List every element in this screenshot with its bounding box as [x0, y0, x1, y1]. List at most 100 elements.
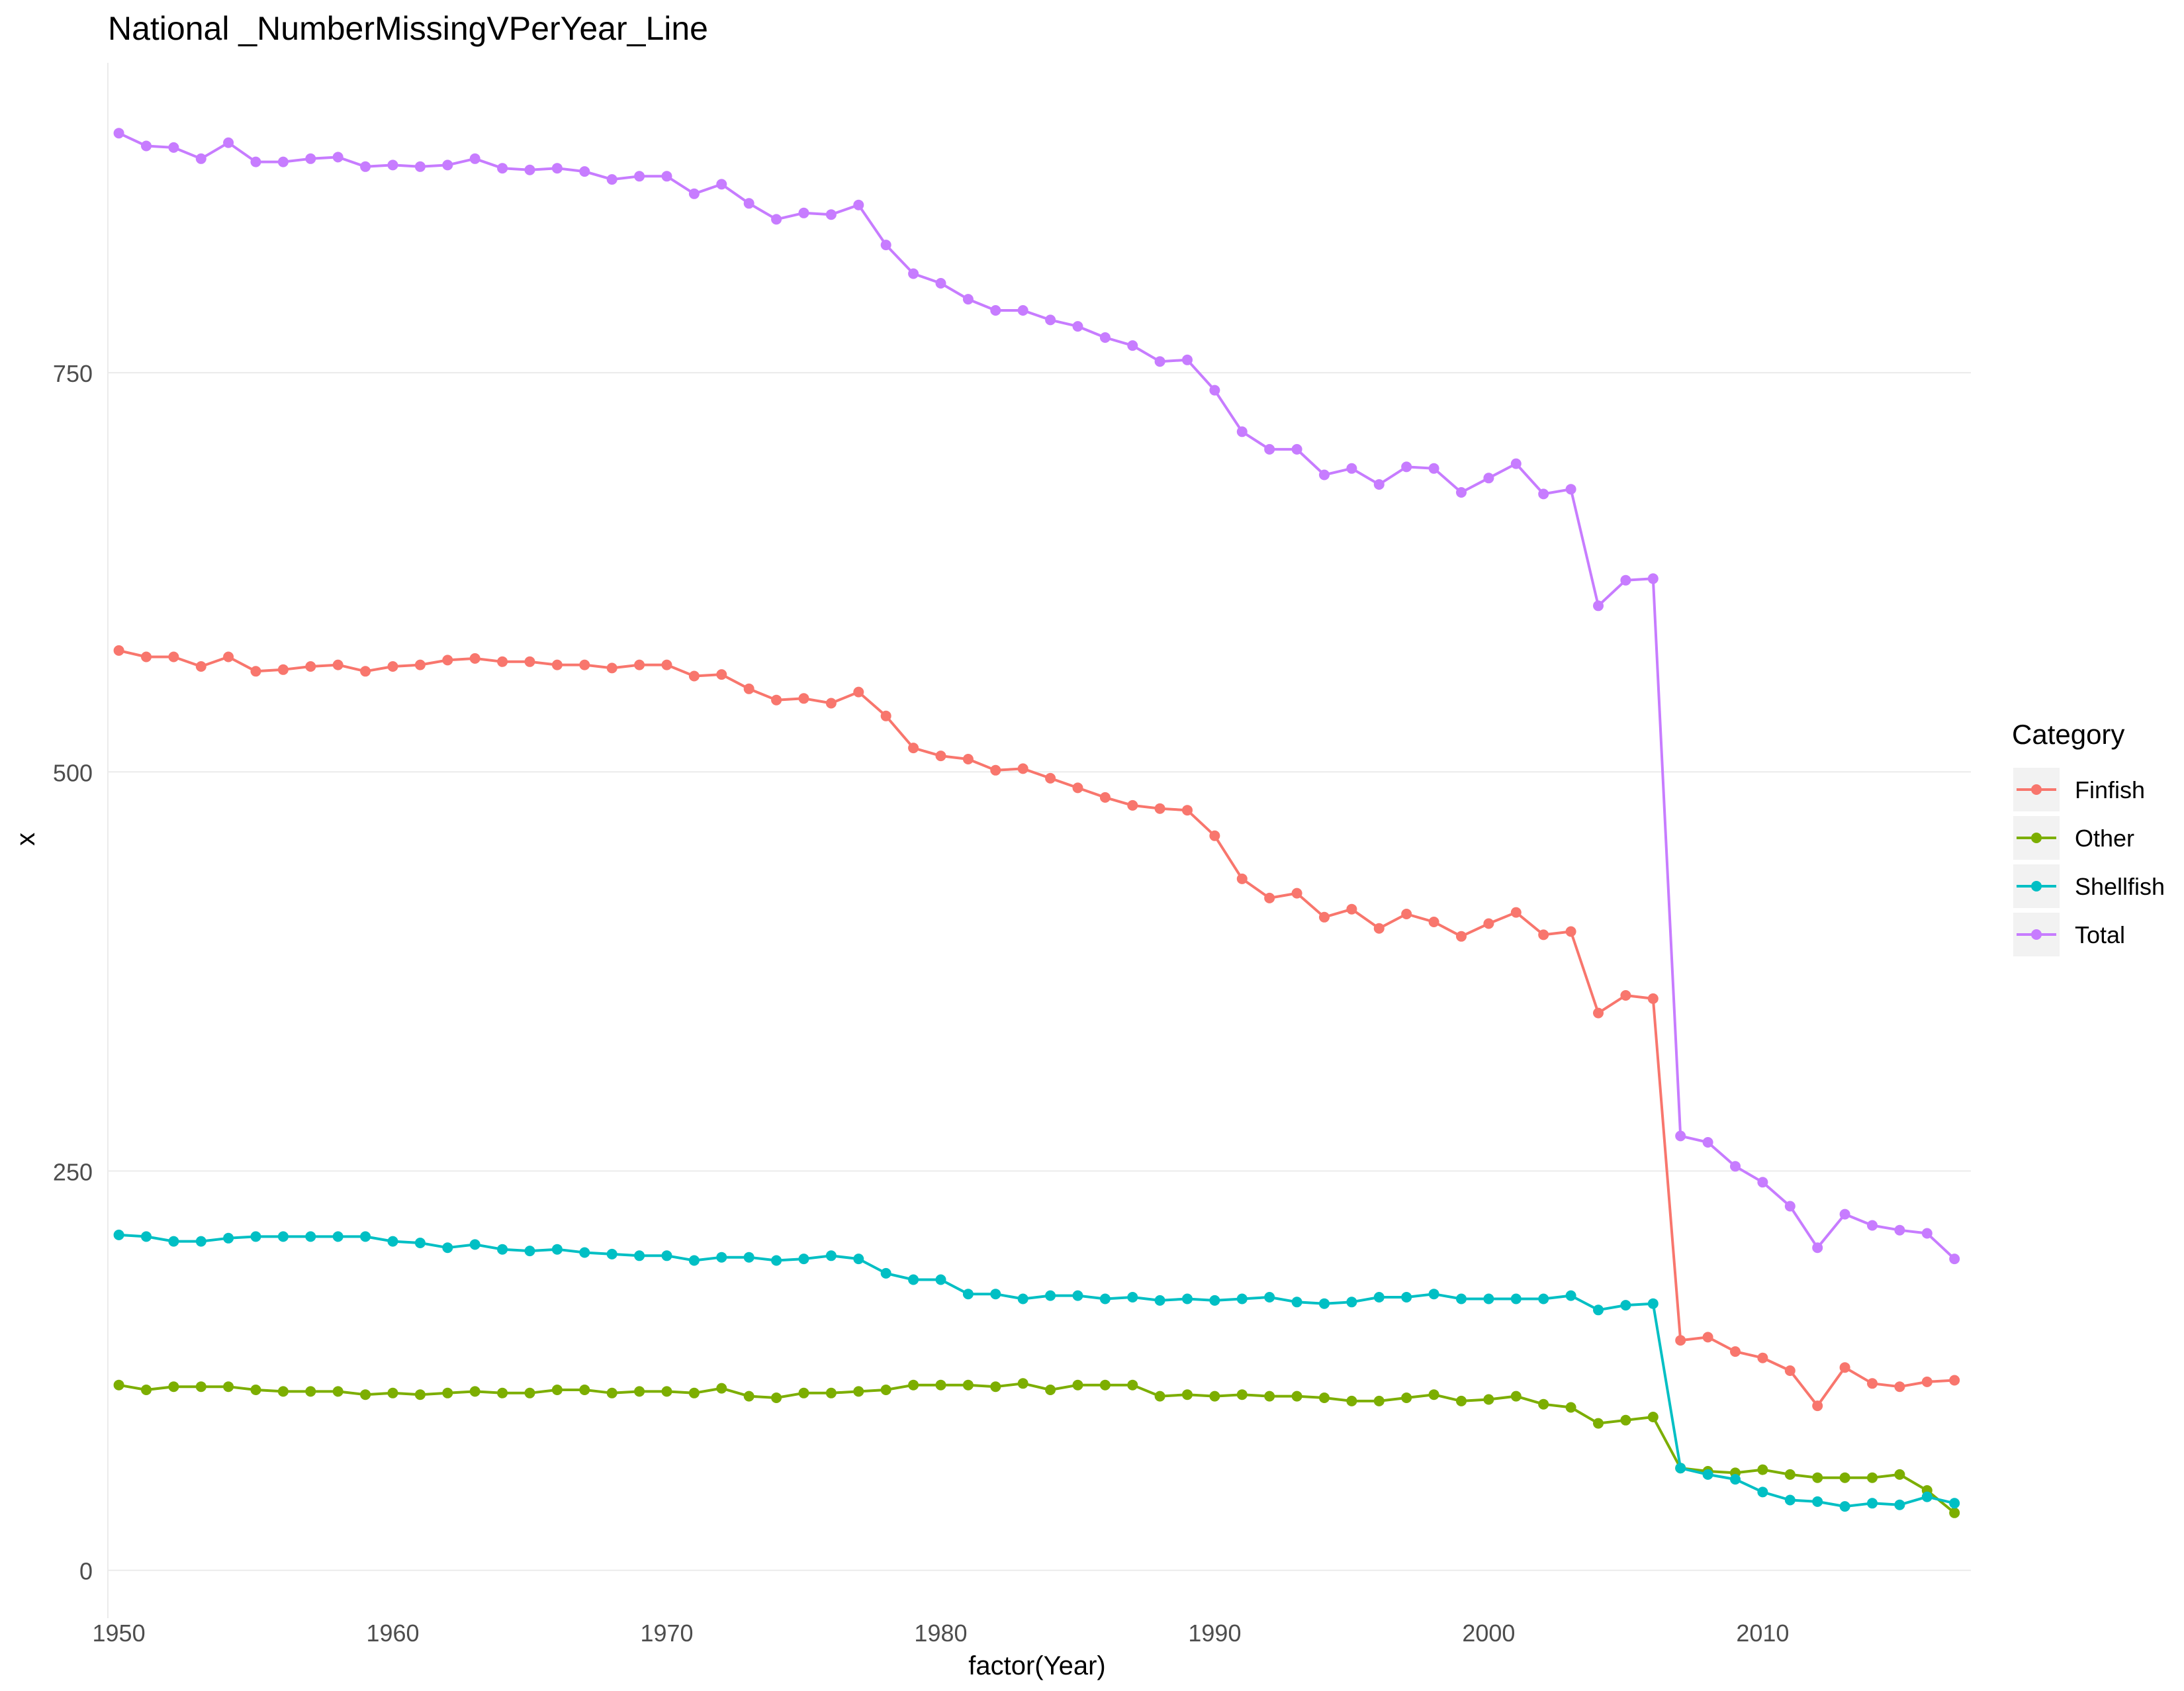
data-point — [1647, 573, 1659, 584]
data-point — [1784, 1469, 1796, 1480]
data-point — [1373, 923, 1385, 934]
y-tick-label: 500 — [53, 759, 93, 786]
data-point — [168, 1381, 179, 1393]
data-point — [606, 174, 617, 185]
data-point — [743, 683, 754, 694]
data-point — [250, 156, 261, 167]
data-point — [1182, 1389, 1193, 1400]
data-point — [250, 666, 261, 677]
data-point — [1593, 1007, 1604, 1019]
data-point — [141, 140, 152, 152]
data-point — [360, 1231, 371, 1242]
data-point — [1867, 1498, 1878, 1509]
grid-lines — [107, 63, 1971, 1618]
data-point — [1647, 993, 1659, 1004]
data-point — [1730, 1346, 1741, 1357]
data-point — [1319, 1298, 1330, 1309]
data-point — [223, 651, 234, 663]
data-point — [716, 179, 727, 190]
data-point — [908, 268, 919, 279]
data-point — [469, 1239, 480, 1250]
data-point — [141, 1385, 152, 1395]
data-point — [1154, 803, 1165, 814]
data-point — [1456, 1293, 1467, 1304]
data-point — [195, 1381, 206, 1393]
data-point — [195, 661, 206, 672]
data-point — [1784, 1494, 1796, 1506]
data-point — [250, 1385, 261, 1395]
data-point — [1154, 1295, 1165, 1306]
data-point — [1483, 918, 1494, 929]
data-point — [524, 1387, 535, 1398]
data-point — [1483, 1394, 1494, 1405]
data-point — [634, 1386, 645, 1397]
data-point — [387, 1236, 398, 1247]
data-point — [743, 1391, 754, 1402]
data-point — [1428, 1389, 1439, 1400]
data-point — [1099, 332, 1111, 343]
data-point — [1867, 1378, 1878, 1389]
data-point — [908, 1274, 919, 1285]
data-point — [1346, 1297, 1357, 1308]
data-point — [990, 1289, 1001, 1300]
legend-key-point — [2031, 881, 2042, 891]
data-point — [1182, 354, 1193, 365]
data-point — [1264, 443, 1275, 455]
x-tick-label: 2000 — [1462, 1620, 1515, 1647]
data-point — [1593, 600, 1604, 612]
data-point — [1154, 356, 1165, 367]
data-point — [853, 686, 864, 698]
data-point — [771, 1255, 782, 1266]
series-line — [118, 649, 1955, 1408]
data-point — [1784, 1365, 1796, 1376]
data-point — [661, 171, 672, 182]
data-point — [880, 1385, 891, 1395]
legend-label: Shellfish — [2075, 873, 2165, 900]
data-point — [935, 278, 946, 289]
data-point — [990, 764, 1001, 776]
data-point — [277, 1231, 289, 1242]
data-point — [661, 659, 672, 670]
data-point — [223, 1232, 234, 1244]
data-point — [1510, 1391, 1522, 1402]
data-point — [1565, 1290, 1576, 1301]
data-point — [277, 1386, 289, 1397]
data-point — [880, 240, 891, 251]
data-point — [497, 1387, 508, 1398]
data-point — [305, 153, 316, 164]
data-point — [387, 1387, 398, 1398]
data-point — [1702, 1332, 1713, 1343]
data-point — [469, 153, 480, 164]
data-point — [661, 1386, 672, 1397]
data-point — [1675, 1130, 1686, 1142]
data-point — [1045, 314, 1056, 326]
data-point — [1894, 1381, 1905, 1393]
y-axis-label: x — [11, 833, 40, 846]
data-point — [743, 1252, 754, 1263]
data-point — [908, 1379, 919, 1391]
data-point — [1401, 1292, 1412, 1303]
data-point — [1702, 1469, 1713, 1480]
data-point — [579, 1247, 590, 1258]
series-line — [118, 1382, 1956, 1514]
series-layer — [113, 128, 1960, 1518]
data-point — [798, 1254, 809, 1265]
x-tick-label: 1950 — [93, 1620, 146, 1647]
data-point — [1182, 805, 1193, 816]
data-point — [1209, 830, 1220, 841]
data-point — [825, 698, 837, 709]
data-point — [661, 1250, 672, 1261]
data-point — [305, 661, 316, 672]
data-point — [1291, 888, 1302, 899]
y-tick-label: 750 — [53, 360, 93, 387]
data-point — [524, 1246, 535, 1257]
data-point — [1456, 931, 1467, 942]
data-point — [414, 1238, 426, 1248]
data-point — [908, 743, 919, 754]
data-point — [1921, 1228, 1933, 1239]
chart-title: National _NumberMissingVPerYear_Line — [108, 10, 708, 47]
data-point — [1428, 463, 1439, 474]
data-point — [551, 163, 563, 174]
data-point — [277, 664, 289, 675]
data-point — [771, 214, 782, 225]
